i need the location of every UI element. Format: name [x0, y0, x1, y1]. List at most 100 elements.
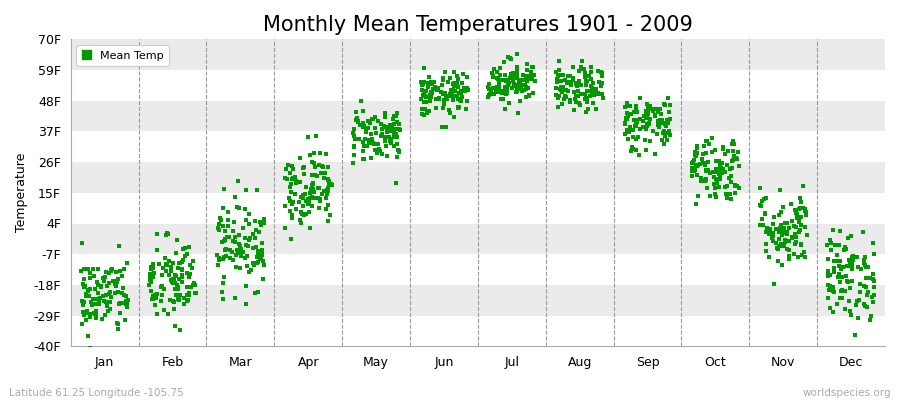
- Point: [215, 239, 230, 246]
- Point: [315, 191, 329, 198]
- Point: [183, 292, 197, 299]
- Point: [166, 260, 181, 266]
- Point: [562, 78, 576, 85]
- Point: [79, 291, 94, 298]
- Point: [859, 264, 873, 270]
- Point: [361, 140, 375, 146]
- Point: [690, 163, 705, 169]
- Point: [500, 86, 514, 92]
- Point: [241, 242, 256, 249]
- Point: [438, 124, 453, 131]
- Point: [642, 119, 656, 126]
- Point: [392, 148, 407, 154]
- Point: [110, 278, 124, 285]
- Point: [346, 143, 361, 150]
- Point: [774, 240, 788, 247]
- Point: [175, 279, 189, 285]
- Point: [293, 220, 308, 226]
- Point: [782, 256, 796, 262]
- Point: [491, 76, 505, 82]
- Point: [633, 116, 647, 122]
- Point: [568, 96, 582, 102]
- Point: [254, 254, 268, 260]
- Point: [392, 125, 406, 132]
- Point: [687, 157, 701, 164]
- Point: [688, 148, 703, 155]
- Point: [694, 174, 708, 181]
- Point: [707, 147, 722, 154]
- Point: [720, 183, 734, 190]
- Point: [356, 148, 370, 154]
- Point: [108, 278, 122, 284]
- Point: [850, 298, 865, 304]
- Point: [146, 261, 160, 267]
- Point: [81, 288, 95, 294]
- Point: [255, 252, 269, 258]
- Point: [662, 132, 677, 138]
- Point: [158, 254, 172, 261]
- Point: [307, 160, 321, 166]
- Point: [718, 183, 733, 190]
- Point: [347, 133, 362, 139]
- Point: [228, 194, 242, 201]
- Point: [860, 304, 874, 310]
- Point: [418, 106, 432, 113]
- Title: Monthly Mean Temperatures 1901 - 2009: Monthly Mean Temperatures 1901 - 2009: [263, 15, 693, 35]
- Point: [146, 265, 160, 271]
- Point: [584, 69, 598, 76]
- Point: [724, 179, 738, 185]
- Point: [824, 240, 838, 246]
- Point: [839, 246, 853, 252]
- Point: [310, 172, 325, 179]
- Point: [520, 78, 535, 84]
- Point: [766, 230, 780, 236]
- Point: [625, 127, 639, 133]
- Point: [771, 236, 786, 242]
- Point: [796, 183, 810, 190]
- Point: [173, 260, 187, 266]
- Point: [357, 143, 372, 149]
- Point: [821, 273, 835, 279]
- Point: [637, 113, 652, 119]
- Point: [175, 272, 189, 278]
- Point: [586, 100, 600, 106]
- Point: [284, 184, 298, 190]
- Point: [216, 223, 230, 229]
- Point: [657, 119, 671, 126]
- Point: [778, 229, 793, 236]
- Point: [526, 72, 541, 78]
- Point: [832, 242, 846, 248]
- Point: [628, 117, 643, 124]
- Point: [491, 84, 505, 90]
- Point: [842, 263, 857, 269]
- Point: [580, 96, 594, 103]
- Point: [792, 219, 806, 225]
- Point: [111, 276, 125, 282]
- Point: [293, 208, 308, 215]
- Point: [444, 88, 458, 94]
- Point: [283, 170, 297, 176]
- Point: [509, 63, 524, 70]
- Point: [578, 96, 592, 102]
- Point: [716, 166, 731, 172]
- Point: [513, 98, 527, 104]
- Point: [589, 86, 603, 92]
- Point: [454, 90, 469, 96]
- Point: [233, 243, 248, 250]
- Point: [584, 64, 598, 70]
- Point: [155, 292, 169, 298]
- Point: [305, 182, 320, 188]
- Point: [296, 164, 310, 170]
- Point: [773, 187, 788, 194]
- Point: [181, 290, 195, 296]
- Point: [303, 195, 318, 201]
- Point: [723, 191, 737, 198]
- Point: [652, 124, 667, 130]
- Point: [371, 141, 385, 147]
- Point: [508, 89, 523, 96]
- Point: [369, 130, 383, 136]
- Point: [113, 300, 128, 306]
- Point: [525, 64, 539, 71]
- Point: [443, 92, 457, 99]
- Point: [725, 165, 740, 172]
